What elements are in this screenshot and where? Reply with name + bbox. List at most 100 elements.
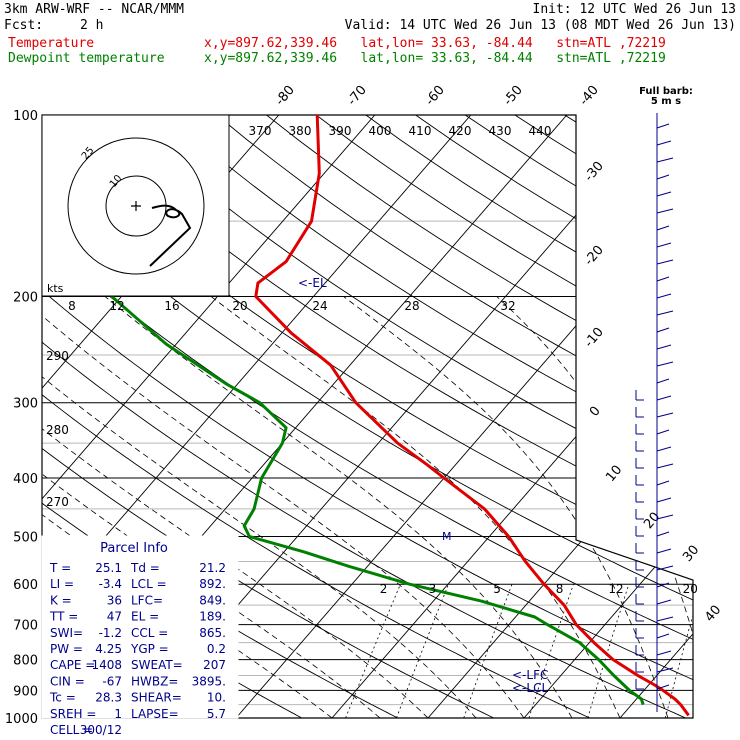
parcel-row-value: 189.	[199, 610, 226, 624]
el-marker: <-EL	[298, 276, 327, 290]
wind-barb	[635, 543, 644, 554]
parcel-row-label: CCL =	[131, 626, 168, 640]
dry-adiabat-line	[67, 115, 693, 718]
wind-barb	[656, 684, 670, 690]
wind-barb	[635, 492, 644, 503]
hodograph-ring-25	[67, 137, 205, 275]
wind-barb	[635, 458, 644, 469]
parcel-row-label: T =	[49, 561, 71, 575]
parcel-row-value: 4.25	[95, 642, 122, 656]
wind-barb	[656, 429, 670, 435]
wind-barb	[635, 594, 644, 605]
isotherm-line	[42, 115, 472, 718]
pressure-tick-label: 500	[13, 530, 38, 545]
dry-adiabat-line	[42, 115, 693, 718]
theta-label: 410	[409, 124, 432, 138]
model-title: 3km ARW-WRF -- NCAR/MMM	[4, 2, 185, 17]
isotherm-line	[331, 115, 693, 718]
parcel-row-label: SWEAT=	[131, 658, 183, 672]
parcel-row-label: HWBZ=	[131, 674, 178, 688]
hodograph-speed-label: 8	[68, 299, 76, 313]
isotherm-label: -10	[582, 325, 607, 351]
dry-adiabat-line	[614, 115, 693, 718]
parcel-info-title: Parcel Info	[100, 541, 168, 556]
wind-barb	[635, 390, 644, 401]
isotherm-label: -50	[501, 83, 526, 109]
wind-barb	[656, 650, 672, 656]
wind-barb	[635, 560, 644, 571]
parcel-row-value: 300/12	[80, 723, 122, 737]
isotherm-line	[523, 115, 693, 718]
hodograph-speed-label: 28	[404, 299, 419, 313]
wind-barb	[656, 174, 670, 180]
mixing-ratio-label: 5	[493, 582, 501, 596]
hodograph-speed-label: 24	[312, 299, 327, 313]
wind-barb	[635, 509, 644, 520]
wind-barb	[656, 480, 670, 486]
dry-adiabat-line	[42, 115, 693, 718]
parcel-row-value: -3.4	[99, 577, 122, 591]
wind-barb	[635, 441, 644, 452]
hodograph-speed-label: 16	[164, 299, 179, 313]
wind-barb	[656, 565, 674, 571]
wind-barb	[635, 475, 644, 486]
forecast-value: 2 h	[80, 18, 104, 33]
parcel-row-value: 5.7	[207, 707, 226, 721]
isotherm-label: 0	[587, 404, 604, 420]
parcel-row-value: -1.2	[99, 626, 122, 640]
moist-adiabat-line	[210, 296, 621, 718]
mixing-ratio-label: 2	[380, 582, 388, 596]
parcel-row-value: 892.	[199, 577, 226, 591]
parcel-row-value: 3895.	[192, 674, 226, 688]
pressure-tick-label: 800	[13, 654, 38, 669]
wind-barb	[635, 577, 644, 588]
theta-label: 290	[46, 349, 69, 363]
wind-barb	[656, 293, 672, 299]
isotherm-label: -60	[423, 83, 448, 109]
wind-barb	[656, 157, 674, 163]
wind-barb	[656, 446, 672, 452]
isotherm-label: 40	[702, 603, 724, 625]
theta-label: 380	[289, 124, 312, 138]
valid-time: Valid: 14 UTC Wed 26 Jun 13 (08 MDT Wed …	[344, 18, 736, 33]
wind-barb	[656, 412, 674, 418]
barb-legend-line1: Full barb:	[639, 86, 693, 97]
isotherm-label: -40	[577, 83, 602, 109]
isotherm-label: -70	[345, 83, 370, 109]
wind-barb	[656, 599, 672, 605]
dry-adiabat-line	[42, 115, 693, 718]
wind-barb	[656, 395, 672, 401]
hodograph-unit: kts	[47, 282, 64, 295]
parcel-row-label: K =	[50, 593, 72, 607]
parcel-row-label: LI =	[50, 577, 74, 591]
pressure-tick-label: 200	[13, 291, 38, 306]
pressure-tick-label: 1000	[5, 712, 38, 727]
wind-barb	[656, 191, 672, 197]
mixing-ratio-line	[528, 584, 574, 718]
parcel-row-label: Td =	[130, 561, 160, 575]
parcel-row-value: 207	[203, 658, 226, 672]
theta-label: 420	[449, 124, 472, 138]
parcel-row-value: -67	[102, 674, 122, 688]
parcel-row-label: LAPSE=	[131, 707, 179, 721]
wind-barb	[635, 679, 644, 690]
mixing-ratio-label: 20	[683, 582, 698, 596]
wind-barb	[656, 310, 674, 316]
wind-barb	[656, 378, 670, 384]
dry-adiabat-line	[365, 115, 693, 718]
mixing-ratio-line	[396, 584, 449, 718]
hodograph-trace	[149, 204, 192, 267]
isotherm-line	[716, 115, 740, 718]
parcel-row-value: 10.	[207, 691, 226, 705]
wind-barb	[635, 662, 644, 673]
wind-barb	[635, 407, 644, 418]
parcel-row-label: CAPE =	[50, 658, 95, 672]
mixing-ratio-label: 12	[608, 582, 623, 596]
isotherm-label: 30	[680, 543, 702, 565]
pressure-tick-label: 900	[13, 684, 38, 699]
moist-adiabat-line	[104, 296, 573, 718]
parcel-row-label: TT =	[49, 610, 78, 624]
series-line-temperature	[254, 114, 682, 706]
parcel-info-box	[41, 535, 239, 719]
